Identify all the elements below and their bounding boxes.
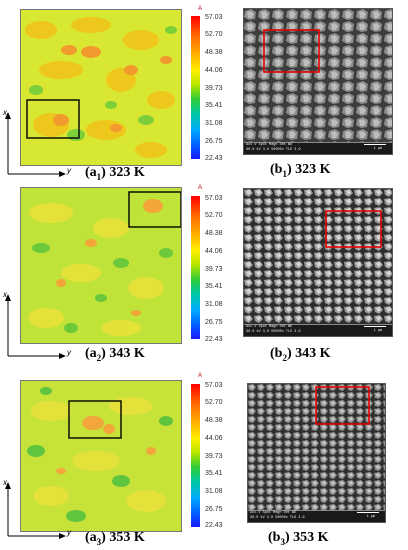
colorbar-tick: 57.03	[205, 14, 223, 21]
map-texture	[21, 10, 181, 165]
colorbar-tick: 48.38	[205, 417, 223, 424]
colorbar-tick: 44.06	[205, 248, 223, 255]
scale-bar	[357, 512, 379, 516]
colorbar-tick: 31.08	[205, 301, 223, 308]
caption-sub: 2	[282, 352, 287, 363]
caption-a3: (a3) 353 K	[85, 530, 145, 550]
colorbar-tick: 35.41	[205, 102, 223, 109]
caption-sub: 3	[280, 536, 285, 547]
roi-box	[26, 99, 80, 139]
caption-sub: 1	[282, 168, 287, 179]
caption-temp: ) 323 K	[286, 162, 331, 177]
scale-bar	[364, 144, 386, 148]
sem-info-line: Acc.V Spot Magn Det WD	[246, 143, 293, 147]
caption-b2: (b2) 343 K	[270, 346, 331, 366]
axis-arrows-2	[5, 294, 66, 359]
caption-temp: ) 343 K	[286, 346, 331, 361]
colorbar-tick: 39.73	[205, 453, 223, 460]
sem-info-line: Acc.V Spot Magn Det WD	[250, 511, 297, 515]
sem-image-b3: Acc.V Spot Magn Det WD 30.0 kV 3.0 50000…	[247, 383, 386, 523]
y-axis-label: y	[67, 348, 71, 357]
caption-prefix: (a	[85, 346, 97, 361]
colorbar-tick: 22.43	[205, 336, 223, 343]
sem-image-b2: Acc.V Spot Magn Det WD 30.0 kV 3.0 50000…	[243, 188, 393, 337]
map-texture	[21, 188, 181, 343]
roi-box	[263, 29, 320, 73]
colorbar-tick: 39.73	[205, 266, 223, 273]
colorbar-tick: 44.06	[205, 435, 223, 442]
colorbar-tick: 57.03	[205, 195, 223, 202]
caption-b3: (b3) 353 K	[268, 530, 329, 550]
colorbar-tick: 35.41	[205, 470, 223, 477]
colorbar-tick: 22.43	[205, 155, 223, 162]
colorbar-2	[191, 196, 200, 339]
caption-a2: (a2) 343 K	[85, 346, 145, 366]
height-map-a3	[20, 380, 182, 532]
caption-temp: ) 343 K	[101, 346, 145, 361]
caption-sub: 3	[96, 536, 102, 547]
roi-box	[325, 210, 382, 248]
sem-info-line: 30.0 kV 3.0 50000x TLD 3.9	[250, 515, 305, 520]
caption-temp: ) 353 K	[101, 530, 145, 545]
sem-texture	[244, 9, 392, 143]
sem-info-bar: Acc.V Spot Magn Det WD 30.0 kV 3.0 50000…	[248, 510, 385, 522]
height-map-a2	[20, 187, 182, 344]
x-axis-label: x	[3, 290, 7, 299]
sem-info-line: 30.0 kV 3.0 50000x TLD 3.9	[246, 329, 301, 334]
caption-prefix: (a	[85, 530, 97, 545]
colorbar-3	[191, 384, 200, 527]
colorbar-tick: 31.08	[205, 488, 223, 495]
axis-arrows-3	[5, 482, 66, 539]
colorbar-unit: A	[198, 185, 203, 191]
x-axis-label: x	[3, 108, 7, 117]
colorbar-tick: 31.08	[205, 120, 223, 127]
colorbar-tick: 22.43	[205, 522, 223, 529]
caption-prefix: (b	[268, 530, 281, 545]
colorbar-tick: 26.75	[205, 506, 223, 513]
caption-sub: 2	[96, 352, 102, 363]
sem-info-line: 30.0 kV 3.0 50000x TLD 3.9	[246, 147, 301, 152]
colorbar-tick: 35.41	[205, 283, 223, 290]
scale-label: 1 µm	[373, 147, 382, 151]
roi-box	[128, 191, 181, 228]
caption-a1: (a1) 323 K	[85, 165, 145, 185]
scale-label: 1 µm	[366, 515, 375, 519]
colorbar-tick: 52.70	[205, 399, 223, 406]
caption-temp: ) 323 K	[101, 165, 145, 180]
height-map-a1	[20, 9, 182, 166]
caption-prefix: (b	[270, 162, 283, 177]
map-texture	[21, 381, 181, 531]
sem-info-bar: Acc.V Spot Magn Det WD 30.0 kV 3.0 50000…	[244, 142, 392, 154]
caption-prefix: (a	[85, 165, 97, 180]
colorbar-unit: A	[198, 373, 203, 379]
sem-info-line: Acc.V Spot Magn Det WD	[246, 325, 293, 329]
colorbar-1	[191, 16, 200, 159]
caption-prefix: (b	[270, 346, 283, 361]
sem-texture	[244, 189, 392, 325]
caption-temp: ) 353 K	[284, 530, 329, 545]
roi-box	[315, 386, 370, 425]
colorbar-tick: 44.06	[205, 67, 223, 74]
colorbar-tick: 48.38	[205, 49, 223, 56]
colorbar-unit: A	[198, 6, 203, 12]
colorbar-tick: 57.03	[205, 382, 223, 389]
sem-image-b1: Acc.V Spot Magn Det WD 30.0 kV 3.0 50000…	[243, 8, 393, 155]
sem-texture	[248, 384, 385, 511]
caption-sub: 1	[96, 171, 102, 182]
roi-box	[68, 400, 122, 439]
scale-bar	[364, 326, 386, 330]
colorbar-tick: 52.70	[205, 212, 223, 219]
colorbar-tick: 48.38	[205, 230, 223, 237]
axis-arrows-1	[5, 112, 66, 177]
scale-label: 1 µm	[373, 329, 382, 333]
caption-b1: (b1) 323 K	[270, 162, 331, 182]
colorbar-tick: 39.73	[205, 85, 223, 92]
x-axis-label: x	[3, 478, 7, 487]
colorbar-tick: 26.75	[205, 319, 223, 326]
colorbar-tick: 52.70	[205, 31, 223, 38]
y-axis-label: y	[67, 528, 71, 537]
colorbar-tick: 26.75	[205, 138, 223, 145]
sem-info-bar: Acc.V Spot Magn Det WD 30.0 kV 3.0 50000…	[244, 324, 392, 336]
y-axis-label: y	[67, 166, 71, 175]
